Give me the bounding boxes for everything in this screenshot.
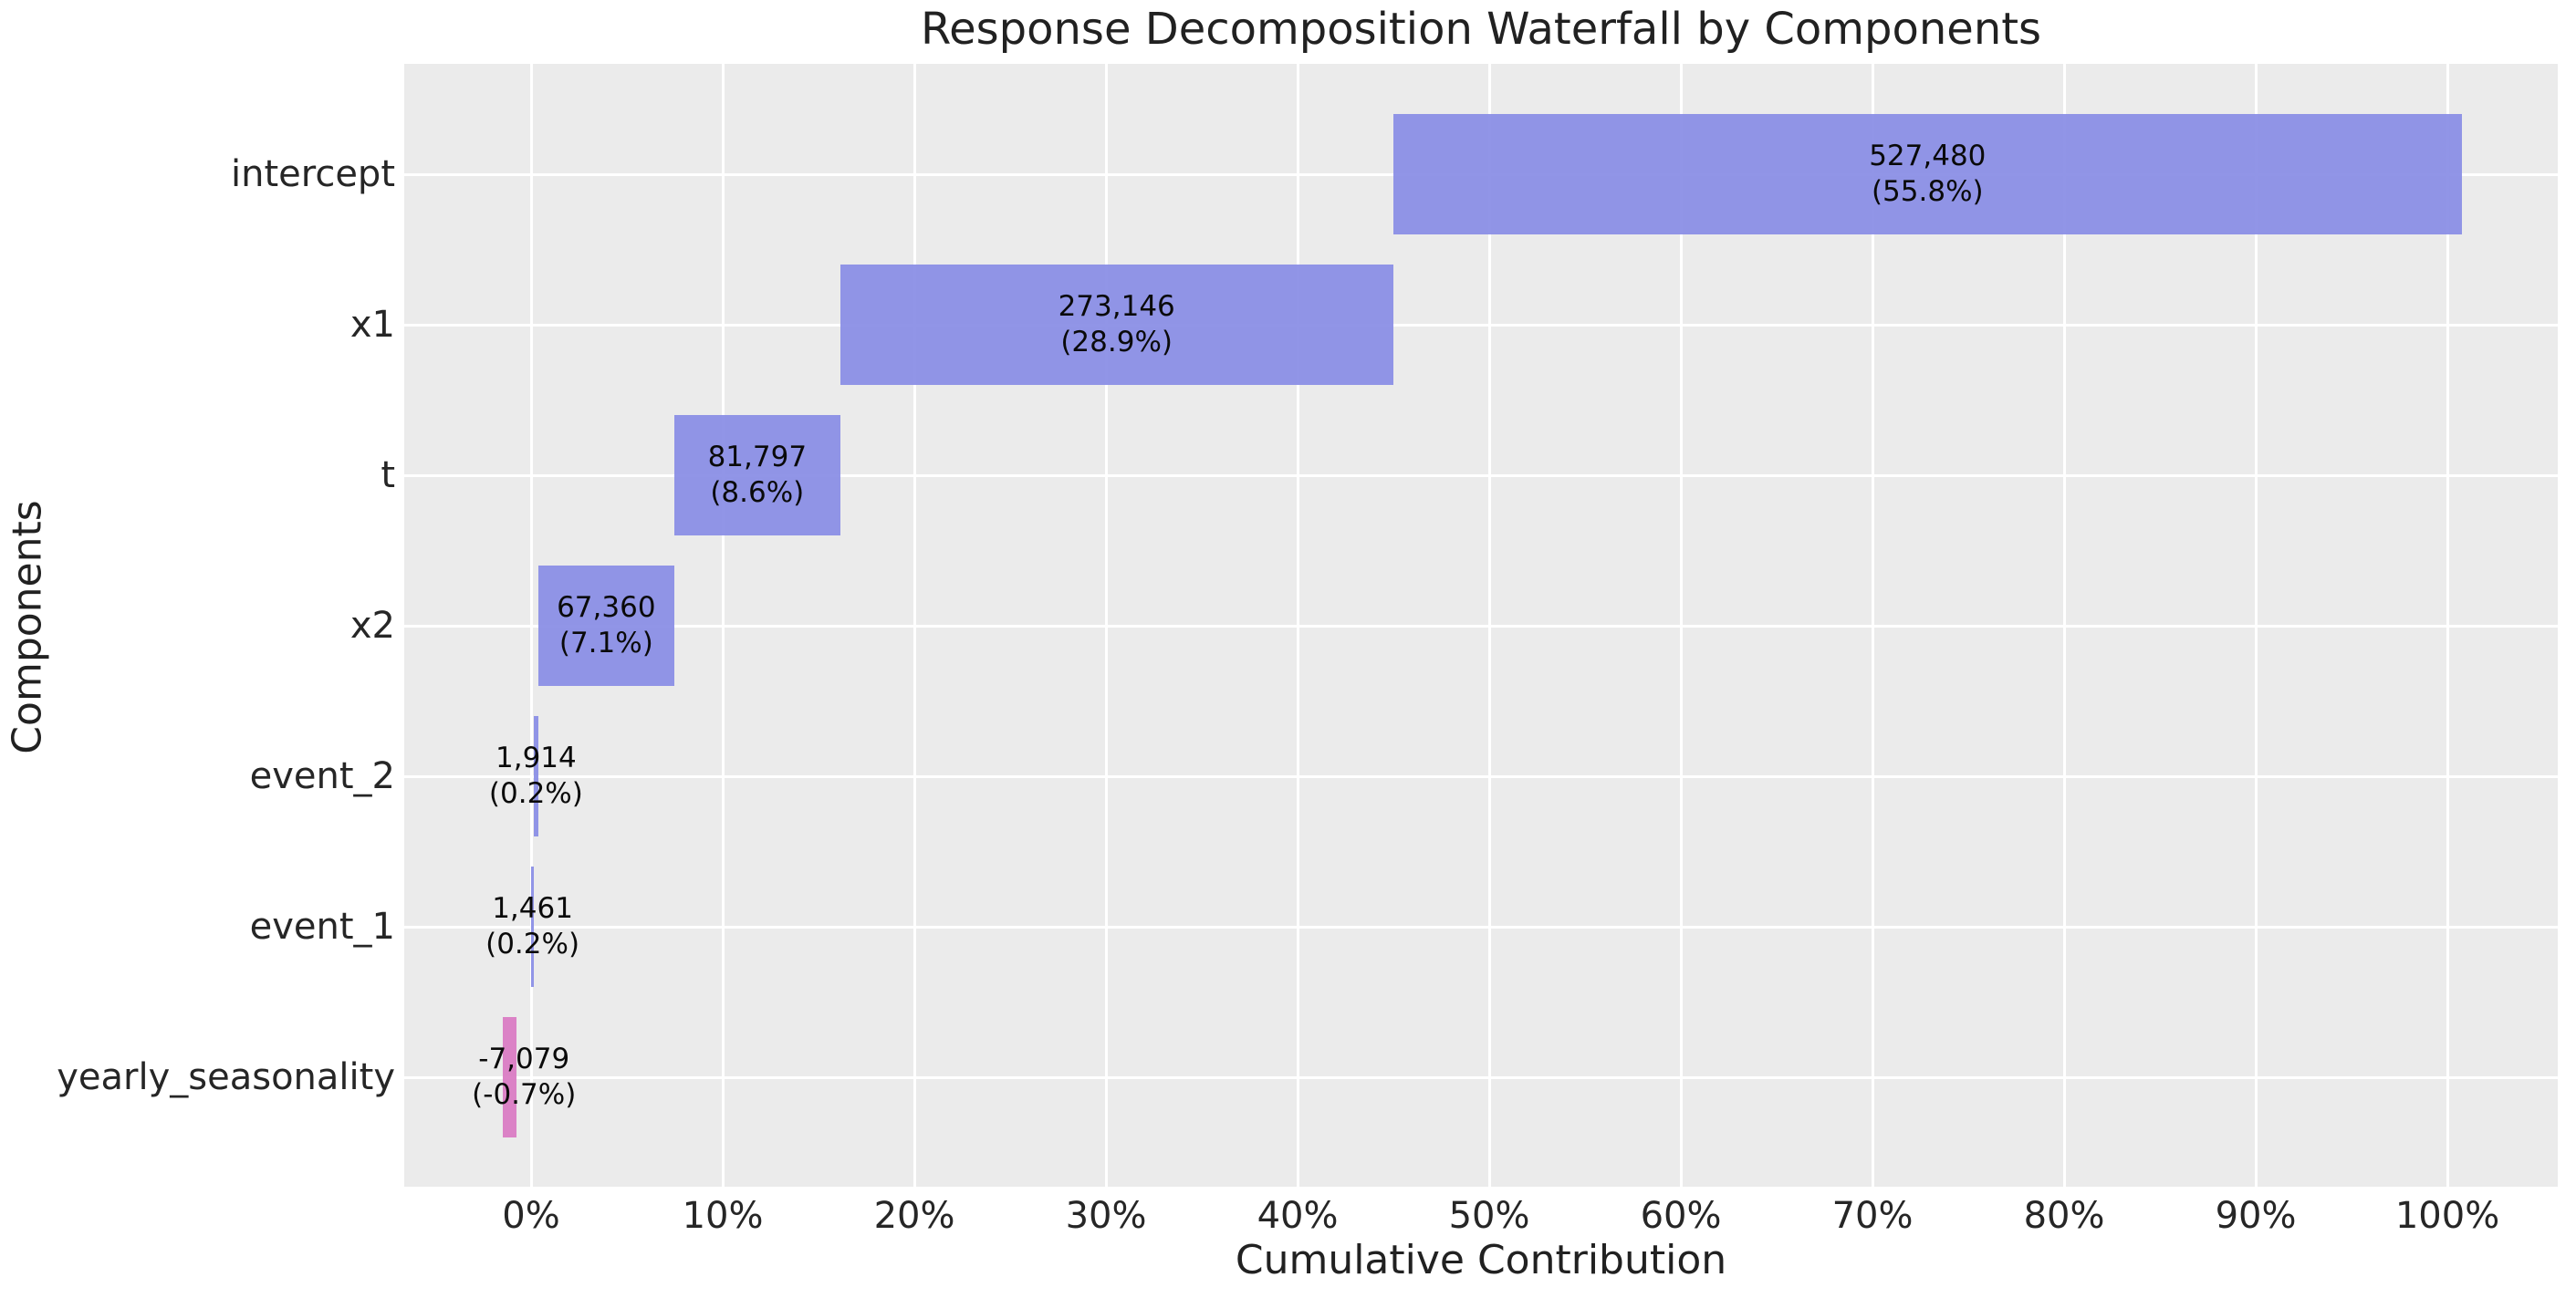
- y-gridline: [404, 774, 2558, 778]
- bar-pct-text: (7.1%): [558, 627, 653, 659]
- plot-area: 527,480 (55.8%) 273,146 (28.9%) 81,797 (8.6%)…: [404, 64, 2558, 1187]
- bar-pct-text: (0.2%): [488, 777, 583, 810]
- bar-pct-text: (0.2%): [485, 928, 580, 961]
- bar-value-text: 81,797: [707, 441, 808, 473]
- x-tick-label-10%: 10%: [682, 1195, 764, 1237]
- x-tick-label-50%: 50%: [1448, 1195, 1530, 1237]
- bar-pct-text: (8.6%): [710, 476, 805, 509]
- bar-value-text: 67,360: [557, 591, 656, 624]
- x-tick-label-80%: 80%: [2023, 1195, 2105, 1237]
- y-tick-label-intercept: intercept: [231, 153, 395, 195]
- bar-value-text: -7,079: [478, 1043, 570, 1075]
- x-tick-label-100%: 100%: [2394, 1195, 2500, 1237]
- x-axis-label: Cumulative Contribution: [1235, 1237, 1727, 1283]
- bar-t: [674, 415, 840, 535]
- bar-event_1: [531, 867, 535, 987]
- y-tick-label-event_1: event_1: [249, 906, 395, 948]
- y-tick-label-event_2: event_2: [249, 755, 395, 797]
- bar-pct-text: (-0.7%): [472, 1078, 577, 1111]
- y-axis-label: Components: [4, 500, 51, 754]
- x-tick-label-20%: 20%: [873, 1195, 955, 1237]
- x-tick-label-40%: 40%: [1257, 1195, 1339, 1237]
- x-tick-label-30%: 30%: [1065, 1195, 1147, 1237]
- x-tick-label-0%: 0%: [502, 1195, 560, 1237]
- y-gridline: [404, 1075, 2558, 1079]
- bar-pct-text: (28.9%): [1060, 326, 1173, 358]
- y-gridline: [404, 323, 2558, 327]
- bar-x1: [840, 265, 1393, 385]
- y-gridline: [404, 925, 2558, 929]
- bar-value-label-yearly_seasonality: -7,079 (-0.7%): [472, 1042, 576, 1113]
- bar-value-label-intercept: 527,480 (55.8%): [1869, 139, 1986, 210]
- bar-value-text: 273,146: [1058, 290, 1175, 323]
- y-tick-label-x1: x1: [349, 304, 395, 346]
- bar-event_2: [534, 716, 538, 836]
- bar-yearly_seasonality: [502, 1017, 517, 1137]
- bar-value-label-t: 81,797 (8.6%): [708, 440, 807, 511]
- bar-intercept: [1392, 114, 2462, 234]
- bar-value-text: 1,461: [492, 892, 573, 925]
- x-tick-label-70%: 70%: [1831, 1195, 1914, 1237]
- y-tick-label-yearly_seasonality: yearly_seasonality: [57, 1056, 395, 1098]
- bar-value-text: 527,480: [1869, 140, 1987, 172]
- bar-value-label-x1: 273,146 (28.9%): [1059, 289, 1175, 360]
- y-gridline: [404, 473, 2558, 477]
- bar-value-text: 1,914: [495, 742, 577, 774]
- y-tick-label-x2: x2: [349, 605, 395, 647]
- bar-pct-text: (55.8%): [1871, 175, 1984, 208]
- bar-value-label-event_1: 1,461 (0.2%): [485, 891, 579, 962]
- y-tick-label-t: t: [381, 454, 395, 496]
- x-tick-label-90%: 90%: [2215, 1195, 2297, 1237]
- bar-value-label-event_2: 1,914 (0.2%): [489, 741, 583, 812]
- x-tick-label-60%: 60%: [1640, 1195, 1722, 1237]
- bar-value-label-x2: 67,360 (7.1%): [557, 590, 655, 661]
- y-gridline: [404, 624, 2558, 628]
- chart-title: Response Decomposition Waterfall by Comp…: [920, 4, 2042, 55]
- bar-x2: [537, 566, 675, 686]
